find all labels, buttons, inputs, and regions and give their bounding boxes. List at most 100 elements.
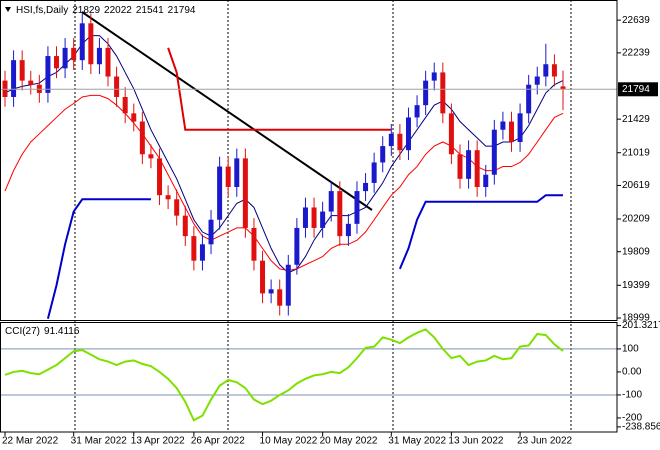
candle-body	[277, 289, 283, 306]
x-tick-label: 31 May 2022	[388, 436, 446, 447]
candle-body	[483, 174, 489, 188]
candle-body	[174, 199, 180, 216]
candle-body	[251, 227, 257, 261]
trendline	[81, 11, 373, 211]
candle-body	[268, 289, 274, 294]
open-value: 21829	[72, 5, 100, 16]
candle-body	[122, 96, 128, 114]
x-tick-label: 20 May 2022	[320, 436, 378, 447]
y-tick-label: 21429	[622, 114, 650, 125]
y-tick-label: 22239	[622, 48, 650, 59]
candle-body	[165, 195, 171, 200]
candle-body	[302, 207, 308, 228]
indicator-title: CCI(27)	[5, 326, 40, 337]
x-tick-label: 26 Apr 2022	[191, 436, 245, 447]
candle-body	[311, 207, 317, 228]
y-tick-label: 20209	[622, 214, 650, 225]
indicator-line	[4, 35, 564, 274]
x-tick-label: 31 Mar 2022	[71, 436, 128, 447]
x-tick-label: 13 Apr 2022	[131, 436, 185, 447]
candle-body	[19, 60, 25, 81]
y-tick-label: 19399	[622, 280, 650, 291]
candle-body	[62, 47, 68, 69]
indicator-header: CCI(27) 91.4116	[5, 326, 80, 337]
candle-body	[71, 47, 77, 61]
main-frame	[0, 0, 618, 321]
candle-body	[560, 86, 566, 90]
candle-body	[88, 23, 94, 65]
candle-body	[414, 105, 420, 118]
candle-body	[285, 264, 291, 306]
y-tick-label: 0.00	[622, 367, 642, 378]
y-tick-label: -100	[622, 390, 642, 401]
candle-body	[423, 80, 429, 106]
candle-body	[517, 113, 523, 142]
candle-body	[534, 76, 540, 85]
x-tick-label: 22 Mar 2022	[2, 436, 59, 447]
indicator-line	[4, 328, 564, 422]
indicator-line	[46, 194, 563, 320]
candle-body	[114, 76, 120, 97]
candle-body	[388, 133, 394, 147]
y-tick-label: 22639	[622, 15, 650, 26]
plot-area	[0, 13, 621, 436]
y-tick-label: 19809	[622, 246, 650, 257]
candle-body	[148, 154, 154, 159]
candle-body	[500, 121, 506, 130]
candle-body	[217, 166, 223, 220]
candle-body	[234, 158, 240, 188]
candle-body	[28, 80, 34, 85]
candle-body	[380, 146, 386, 163]
y-tick-label: 21019	[622, 147, 650, 158]
y-tick-label: 20619	[622, 180, 650, 191]
candle-body	[354, 191, 360, 224]
candle-body	[466, 150, 472, 179]
candle-body	[457, 154, 463, 179]
candle-body	[225, 166, 231, 188]
candle-body	[405, 117, 411, 151]
candle-body	[397, 133, 403, 151]
candle-body	[371, 162, 377, 183]
candle-body	[491, 129, 497, 175]
candle-body	[328, 191, 334, 212]
candle-body	[345, 223, 351, 237]
candle-body	[105, 47, 111, 77]
y-tick-label: 18999	[622, 313, 650, 324]
candle-body	[508, 121, 514, 142]
close-value: 21794	[168, 5, 196, 16]
candle-body	[294, 227, 300, 265]
candle-body	[199, 244, 205, 261]
collapse-icon	[5, 7, 11, 12]
y-tick-label: 100	[622, 344, 639, 355]
x-tick-label: 23 Jun 2022	[517, 436, 572, 447]
high-value: 22022	[104, 5, 132, 16]
y-tick-label: -238.856	[622, 422, 660, 433]
candle-body	[242, 158, 248, 228]
candle-body	[96, 47, 102, 65]
chart-title: HSI,fs,Daily	[16, 5, 68, 16]
candle-body	[337, 191, 343, 237]
indicator-line	[167, 47, 392, 131]
x-tick-label: 13 Jun 2022	[448, 436, 503, 447]
candle-body	[526, 84, 532, 114]
candle-body	[543, 64, 549, 77]
candle-body	[182, 215, 188, 237]
candle-body	[448, 113, 454, 155]
candle-body	[11, 60, 17, 97]
indicator-value: 91.4116	[44, 326, 80, 337]
candle-body	[208, 219, 214, 245]
candle-body	[54, 56, 60, 69]
x-tick-label: 10 May 2022	[260, 436, 318, 447]
candle-body	[79, 23, 85, 61]
low-value: 21541	[136, 5, 164, 16]
candle-body	[363, 182, 369, 192]
y-tick-label: -200	[622, 413, 642, 424]
candle-body	[45, 56, 51, 93]
candle-body	[440, 72, 446, 114]
candle-body	[431, 72, 437, 81]
chart-header: HSI,fs,Daily 21829 22022 21541 21794	[16, 5, 196, 16]
current-price-box	[618, 82, 658, 97]
candle-body	[551, 64, 557, 77]
candle-body	[191, 236, 197, 261]
